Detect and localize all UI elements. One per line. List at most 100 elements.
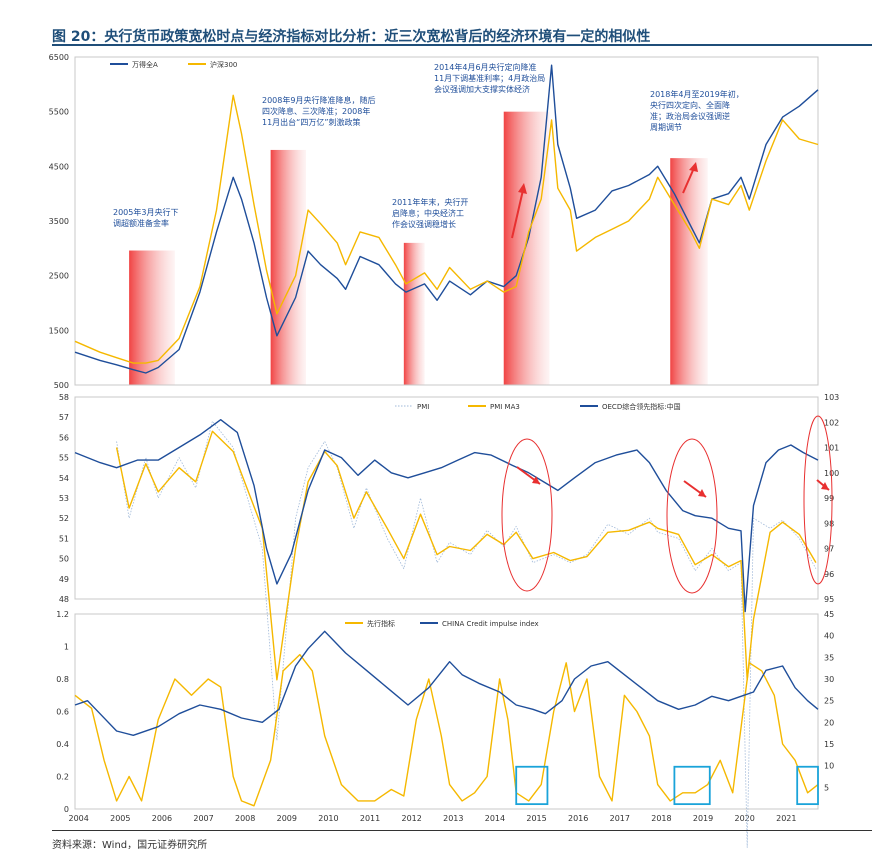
y2-tick-label: 99 [824, 494, 834, 503]
y-tick-label: 54 [59, 474, 69, 483]
y2-tick-label: 20 [824, 718, 834, 727]
y-tick-label: 2500 [49, 272, 69, 281]
panel-frame-pmi [74, 396, 819, 600]
y-tick-label: 48 [59, 595, 69, 604]
x-tick-label: 2004 [69, 814, 89, 823]
y-tick-label: 0 [64, 805, 69, 814]
panel-frames [74, 56, 819, 810]
x-tick-label: 2007 [193, 814, 213, 823]
series-line [74, 64, 819, 374]
source-note: 资料来源：Wind，国元证券研究所 [52, 840, 208, 851]
x-tick-label: 2016 [568, 814, 588, 823]
y2-tick-label: 30 [824, 675, 834, 684]
x-tick-label: 2008 [235, 814, 255, 823]
x-tick-label: 2006 [152, 814, 172, 823]
arrow-2019-shaft [682, 167, 695, 194]
x-tick-label: 2017 [610, 814, 630, 823]
footer-rule [52, 830, 872, 831]
y-tick-label: 4500 [49, 162, 69, 171]
series-line [74, 419, 819, 613]
annotation-line: 11月出台“四万亿”刺激政策 [262, 117, 360, 127]
annotation-text: 2005年3月央行下调超额准备金率 [113, 207, 178, 228]
easing-band [270, 149, 307, 385]
figure-title: 图 20：央行货币政策宽松时点与经济指标对比分析：近三次宽松背后的经济环境有一定… [52, 29, 651, 45]
legend-label: 沪深300 [210, 60, 237, 69]
annotation-line: 周期调节 [650, 123, 682, 132]
legend-label: PMI [417, 403, 429, 411]
y2-tick-label: 95 [824, 595, 834, 604]
easing-band [670, 158, 708, 385]
highlight-box [673, 765, 711, 806]
y2-tick-label: 10 [824, 762, 834, 771]
easing-bands [129, 111, 708, 386]
legend-label: OECD综合领先指标:中国 [602, 402, 681, 411]
y2-tick-label: 15 [824, 740, 834, 749]
annotation-line: 调超额准备金率 [113, 218, 169, 228]
down-arrow-head [821, 482, 829, 490]
y-tick-label: 6500 [49, 53, 69, 62]
y2-tick-label: 98 [824, 519, 834, 528]
y-tick-label: 500 [54, 381, 69, 390]
annotation-text: 2011年年末，央行开启降息；中央经济工作会议强调稳增长 [392, 197, 468, 229]
y-tick-label: 0.2 [56, 773, 69, 782]
panel-frame-index [74, 56, 819, 386]
y2-tick-label: 96 [824, 570, 834, 579]
series-line [74, 630, 819, 736]
panel-frame-credit [74, 613, 819, 810]
y2-tick-label: 35 [824, 653, 834, 662]
legend-label: 万得全A [132, 60, 158, 69]
y-tick-label: 1 [64, 643, 69, 652]
x-tick-label: 2005 [110, 814, 130, 823]
y2-tick-label: 103 [824, 393, 839, 402]
title-rule [52, 44, 872, 46]
x-tick-label: 2009 [277, 814, 297, 823]
annotation-text: 2014年4月6月央行定向降准 11月下调基准利率；4月政治局会议强调加大支撑实体… [434, 62, 545, 94]
down-arrow-head [532, 476, 540, 484]
easing-band [129, 250, 175, 385]
annotations-layer: 2005年3月央行下调超额准备金率 2008年9月央行降准降息，随后四次降息、三次… [113, 62, 833, 806]
series-line [74, 653, 819, 807]
highlight-box [796, 765, 819, 806]
y-tick-label: 1500 [49, 326, 69, 335]
series-line [115, 430, 817, 681]
legend-label: PMI MA3 [490, 403, 520, 411]
y-tick-label: 49 [59, 575, 69, 584]
easing-band [403, 242, 425, 385]
annotation-line: 2011年年末，央行开 [392, 197, 468, 207]
x-tick-label: 2011 [360, 814, 380, 823]
annotation-line: 四次降息、三次降准；2008年 [262, 106, 370, 116]
x-tick-label: 2015 [526, 814, 546, 823]
y-tick-label: 51 [59, 534, 69, 543]
annotation-text: 2008年9月央行降准降息，随后四次降息、三次降准；2008年 11月出台“四万亿… [262, 95, 375, 127]
x-tick-label: 2010 [318, 814, 338, 823]
y-tick-label: 56 [59, 433, 69, 442]
x-tick-label: 2021 [776, 814, 796, 823]
annotation-line: 2005年3月央行下 [113, 207, 178, 217]
y2-tick-label: 102 [824, 418, 839, 427]
x-tick-label: 2018 [651, 814, 671, 823]
y-tick-label: 52 [59, 514, 69, 523]
series-line [116, 420, 817, 848]
arrow-2015-shaft [511, 189, 524, 239]
y2-tick-label: 101 [824, 444, 839, 453]
arrow-2015-head [518, 183, 527, 194]
legend-label: CHINA Credit impulse index [442, 620, 539, 628]
x-tick-label: 2014 [485, 814, 505, 823]
y-tick-label: 3500 [49, 217, 69, 226]
annotation-line: 央行四次定向、全面降 [650, 100, 730, 110]
y2-tick-label: 40 [824, 632, 834, 641]
y-tick-label: 1.2 [56, 610, 69, 619]
highlight-ellipse [501, 438, 553, 592]
y-tick-label: 58 [59, 393, 69, 402]
series-line [74, 94, 819, 364]
annotation-line: 2018年4月至2019年初， [650, 89, 744, 99]
y-tick-label: 5500 [49, 108, 69, 117]
x-tick-label: 2012 [401, 814, 421, 823]
annotation-line: 11月下调基准利率；4月政治局 [434, 73, 545, 83]
annotation-line: 准；政治局会议强调逆 [650, 111, 730, 121]
y2-tick-label: 5 [824, 783, 829, 792]
annotation-line: 2008年9月央行降准降息，随后 [262, 95, 375, 105]
annotation-line: 启降息；中央经济工 [392, 208, 464, 218]
y-tick-label: 50 [59, 555, 69, 564]
